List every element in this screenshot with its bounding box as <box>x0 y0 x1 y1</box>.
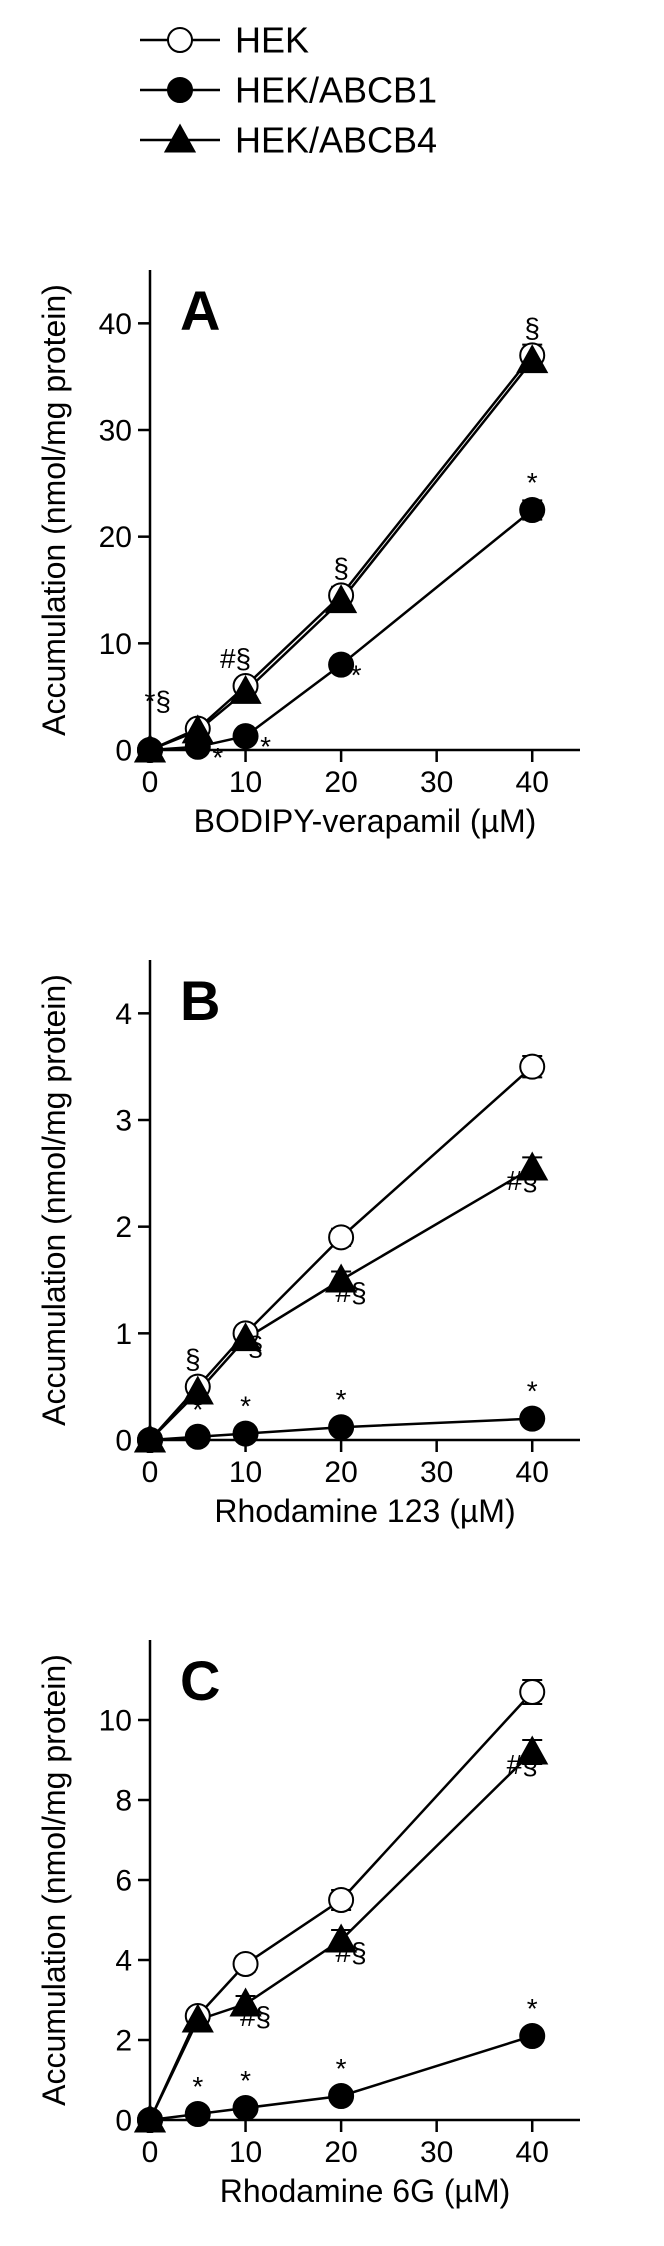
significance-annotation: * <box>240 1391 251 1422</box>
y-tick-label: 4 <box>115 1945 132 1978</box>
significance-annotation: * <box>336 2053 347 2084</box>
y-tick-label: 0 <box>115 735 132 768</box>
y-axis-label: Accumulation (nmol/mg protein) <box>36 974 72 1426</box>
x-tick-label: 0 <box>142 766 159 799</box>
significance-annotation: #§ <box>336 1277 367 1308</box>
x-tick-label: 40 <box>516 2136 549 2169</box>
y-tick-label: 10 <box>99 628 132 661</box>
y-tick-label: 0 <box>115 1425 132 1458</box>
significance-annotation: * <box>527 1993 538 2024</box>
x-axis-label: Rhodamine 6G (µM) <box>220 2173 511 2209</box>
x-tick-label: 20 <box>324 766 357 799</box>
x-tick-label: 0 <box>142 1456 159 1489</box>
significance-annotation: #§ <box>336 1937 367 1968</box>
y-tick-label: 6 <box>115 1865 132 1898</box>
significance-annotation: * <box>260 731 271 762</box>
significance-annotation: * <box>240 2065 251 2096</box>
x-tick-label: 0 <box>142 2136 159 2169</box>
legend: HEK HEK/ABCB1 HEK/ABCB4 <box>140 20 437 161</box>
x-axis-label: Rhodamine 123 (µM) <box>214 1493 515 1529</box>
significance-annotation: * <box>212 742 223 773</box>
x-tick-label: 20 <box>324 1456 357 1489</box>
y-tick-label: 40 <box>99 308 132 341</box>
x-tick-label: 10 <box>229 766 262 799</box>
significance-annotation: * <box>336 1384 347 1415</box>
x-tick-label: 30 <box>420 2136 453 2169</box>
y-tick-label: 2 <box>115 1211 132 1244</box>
y-tick-label: 20 <box>99 521 132 554</box>
panel-B: 0 10 20 30 40 0 1 2 3 4 Rhodamine 123 (µM) Accumula… <box>36 960 580 1529</box>
significance-annotation: § <box>524 312 540 343</box>
legend-label: HEK/ABCB1 <box>235 70 437 111</box>
significance-annotation: *§ <box>145 686 171 717</box>
x-axis-label: BODIPY-verapamil (µM) <box>194 803 537 839</box>
significance-annotation: § <box>333 552 349 583</box>
panel-letter: B <box>180 969 220 1032</box>
y-tick-label: 8 <box>115 1785 132 1818</box>
figure-svg: HEKHEK/ABCB1HEK/ABCB4010203040010203040B… <box>0 0 664 2246</box>
y-axis-label: Accumulation (nmol/mg protein) <box>36 1654 72 2106</box>
legend-label: HEK/ABCB4 <box>235 120 437 161</box>
x-tick-label: 40 <box>516 766 549 799</box>
y-tick-label: 0 <box>115 2105 132 2138</box>
y-axis-label: Accumulation (nmol/mg protein) <box>36 284 72 736</box>
significance-annotation: * <box>527 1376 538 1407</box>
x-tick-label: 30 <box>420 766 453 799</box>
y-tick-label: 1 <box>115 1318 132 1351</box>
y-tick-label: 30 <box>99 415 132 448</box>
x-tick-label: 40 <box>516 1456 549 1489</box>
x-tick-label: 10 <box>229 2136 262 2169</box>
legend-label: HEK <box>235 20 309 61</box>
significance-annotation: * <box>351 660 362 691</box>
significance-annotation: * <box>192 1394 203 1425</box>
significance-annotation: * <box>527 467 538 498</box>
x-tick-label: 30 <box>420 1456 453 1489</box>
significance-annotation: #§ <box>240 2001 271 2032</box>
panel-C: 0 10 20 30 40 0 2 4 6 8 10 Rhodamine 6G (µM) Accumul… <box>36 1640 580 2209</box>
significance-annotation: #§ <box>507 1749 538 1780</box>
significance-annotation: #§ <box>220 643 251 674</box>
significance-annotation: § <box>185 1344 201 1375</box>
panel-letter: C <box>180 1649 220 1712</box>
significance-annotation: #§ <box>507 1165 538 1196</box>
panel-letter: A <box>180 279 220 342</box>
y-tick-label: 4 <box>115 998 132 1031</box>
significance-annotation: § <box>248 1330 264 1361</box>
y-tick-label: 3 <box>115 1105 132 1138</box>
y-tick-label: 2 <box>115 2025 132 2058</box>
y-tick-label: 10 <box>99 1705 132 1738</box>
x-tick-label: 10 <box>229 1456 262 1489</box>
series-line <box>150 510 532 750</box>
x-tick-label: 20 <box>324 2136 357 2169</box>
significance-annotation: * <box>192 2071 203 2102</box>
panel-A: 0 10 20 30 40 0 10 20 30 40 BODIPY-verapamil (µM) A… <box>36 270 580 839</box>
